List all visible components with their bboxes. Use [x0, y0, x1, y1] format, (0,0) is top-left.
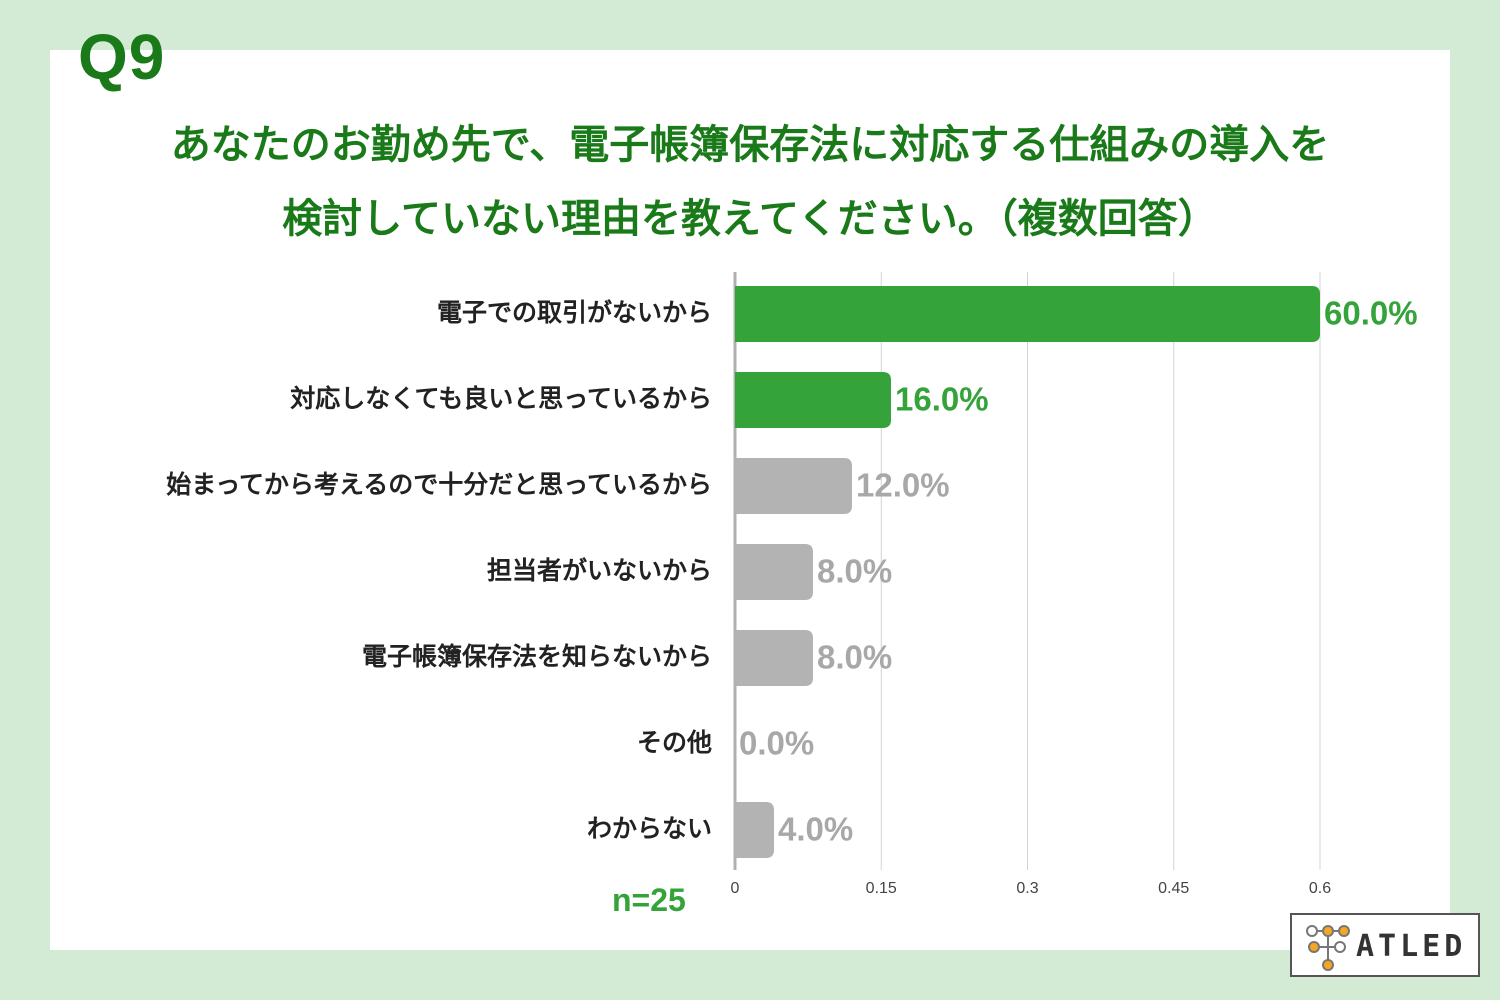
question-title-line-2: 検討していない理由を教えてください。（複数回答）	[282, 196, 1218, 242]
category-label: わからない	[587, 814, 712, 843]
category-label: 対応しなくても良いと思っているから	[290, 384, 712, 413]
x-tick-label: 0.3	[1016, 880, 1038, 897]
x-tick-label: 0.15	[866, 880, 897, 897]
x-tick-label: 0.45	[1158, 880, 1189, 897]
bar	[735, 286, 1320, 342]
category-label: 担当者がいないから	[487, 556, 712, 585]
bar	[735, 802, 774, 858]
sample-size-label: n=25	[612, 882, 686, 918]
category-label: 電子での取引がないから	[437, 298, 712, 327]
logo-text: ATLED	[1356, 929, 1467, 964]
category-label: 電子帳簿保存法を知らないから	[362, 642, 712, 671]
x-tick-label: 0	[731, 880, 740, 897]
x-tick-label: 0.6	[1309, 880, 1331, 897]
bar	[735, 372, 891, 428]
bar	[735, 544, 813, 600]
value-label: 60.0%	[1324, 295, 1418, 332]
value-label: 12.0%	[856, 467, 950, 504]
bar	[735, 630, 813, 686]
value-label: 4.0%	[778, 811, 853, 848]
question-title-line-1: あなたのお勤め先で、電子帳簿保存法に対応する仕組みの導入を	[170, 122, 1330, 168]
category-label: その他	[637, 728, 712, 757]
logo-mark-icon	[1306, 925, 1350, 971]
bar	[735, 458, 852, 514]
value-label: 8.0%	[817, 639, 892, 676]
value-label: 8.0%	[817, 553, 892, 590]
value-label: 16.0%	[895, 381, 989, 418]
category-label: 始まってから考えるので十分だと思っているから	[166, 470, 712, 499]
question-number: Q9	[78, 21, 166, 93]
atled-logo: ATLED	[1290, 913, 1480, 977]
value-label: 0.0%	[739, 725, 814, 762]
